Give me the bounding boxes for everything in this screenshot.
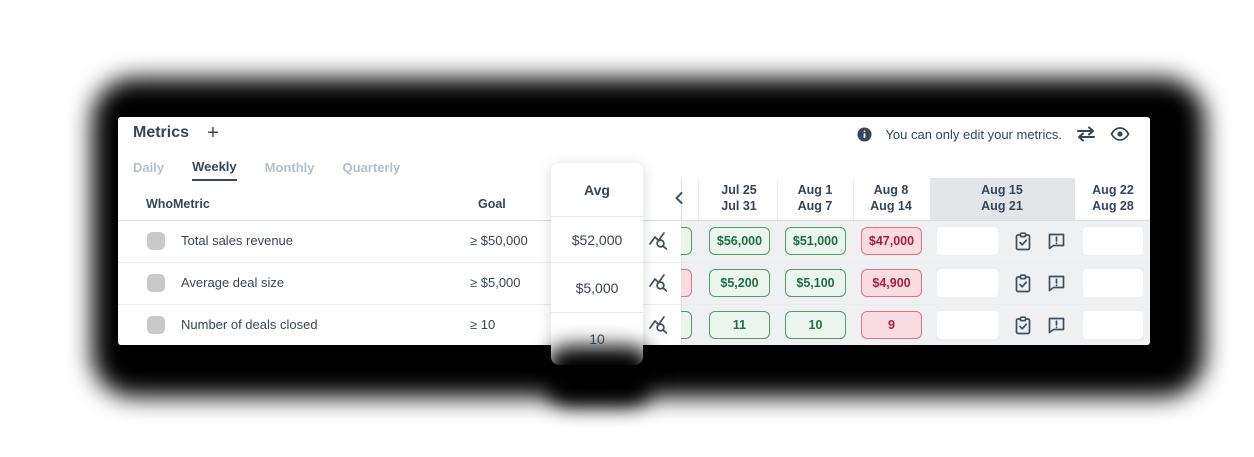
week-header-jul25: Jul 25 Jul 31 [721, 183, 757, 213]
comment-alert-icon[interactable] [1047, 315, 1067, 335]
info-icon[interactable] [857, 127, 872, 142]
swap-arrows-icon[interactable] [1075, 126, 1097, 142]
avg-value: 10 [589, 330, 605, 347]
value-cell[interactable]: $5,100 [785, 269, 846, 297]
notice-text: You can only edit your metrics. [885, 126, 1062, 142]
column-header-who: Who [146, 197, 174, 211]
page-title: Metrics [133, 124, 190, 141]
eye-icon[interactable] [1110, 127, 1130, 141]
column-header-goal: Goal [478, 197, 506, 211]
avg-column-header: Avg [551, 163, 643, 217]
cell-partial [681, 311, 692, 339]
next-week-input[interactable] [1083, 227, 1143, 255]
trend-search-icon[interactable] [648, 272, 672, 294]
avatar [147, 274, 165, 292]
next-week-input[interactable] [1083, 269, 1143, 297]
cell-partial [681, 269, 692, 297]
column-header-metric: Metric [173, 197, 210, 211]
table-header: Who Metric Goal [118, 178, 1150, 220]
goal-value: ≥ 10 [470, 317, 496, 332]
value-cell[interactable]: $56,000 [709, 227, 770, 255]
comment-alert-icon[interactable] [1047, 231, 1067, 251]
cell-partial [681, 227, 692, 255]
week-header-aug22: Aug 22 Aug 28 [1092, 183, 1134, 213]
table-row: Average deal size ≥ $5,000 $5,200 $5,100… [118, 262, 1150, 304]
trend-search-icon[interactable] [648, 230, 672, 252]
value-cell[interactable]: $47,000 [861, 227, 922, 255]
table-row: Number of deals closed ≥ 10 11 10 9 [118, 304, 1150, 345]
header-divider [698, 180, 699, 220]
avatar [147, 316, 165, 334]
fixed-column-divider [681, 178, 682, 345]
current-week-input[interactable] [937, 269, 998, 297]
value-cell[interactable]: 10 [785, 311, 846, 339]
clipboard-check-icon[interactable] [1014, 315, 1034, 335]
current-week-input[interactable] [937, 311, 998, 339]
metric-name: Total sales revenue [181, 233, 294, 248]
clipboard-check-icon[interactable] [1014, 231, 1034, 251]
metric-name: Number of deals closed [181, 317, 318, 332]
trend-search-icon[interactable] [648, 314, 672, 336]
goal-value: ≥ $5,000 [470, 275, 521, 290]
week-header-aug15-current: Aug 15 Aug 21 [981, 183, 1023, 213]
value-cell[interactable]: $4,900 [861, 269, 922, 297]
header-divider [853, 180, 854, 220]
week-header-aug1: Aug 1 Aug 7 [797, 183, 833, 213]
tab-quarterly[interactable]: Quarterly [342, 159, 400, 181]
next-week-input[interactable] [1083, 311, 1143, 339]
clipboard-check-icon[interactable] [1014, 273, 1034, 293]
tab-monthly[interactable]: Monthly [265, 159, 315, 181]
header-divider [777, 180, 778, 220]
value-cell[interactable]: 9 [861, 311, 922, 339]
comment-alert-icon[interactable] [1047, 273, 1067, 293]
value-cell[interactable]: 11 [709, 311, 770, 339]
current-week-input[interactable] [937, 227, 998, 255]
chevron-left-icon[interactable] [674, 189, 690, 207]
avg-value: $52,000 [551, 217, 643, 263]
add-metric-button[interactable]: + [202, 121, 224, 145]
tab-daily[interactable]: Daily [133, 159, 164, 181]
avg-column-popup: Avg $52,000 $5,000 10 [551, 163, 643, 365]
value-cell[interactable]: $5,200 [709, 269, 770, 297]
value-cell[interactable]: $51,000 [785, 227, 846, 255]
edit-notice: You can only edit your metrics. [857, 123, 1130, 145]
table-row: Total sales revenue ≥ $50,000 $56,000 $5… [118, 220, 1150, 262]
avatar [147, 232, 165, 250]
tab-weekly[interactable]: Weekly [192, 159, 237, 181]
current-week-header-highlight [930, 178, 1075, 220]
goal-value: ≥ $50,000 [470, 233, 528, 248]
interval-tabs: Daily Weekly Monthly Quarterly [133, 159, 400, 181]
avg-value: $5,000 [551, 263, 643, 313]
metric-name: Average deal size [181, 275, 285, 290]
week-header-aug8: Aug 8 Aug 14 [870, 183, 912, 213]
